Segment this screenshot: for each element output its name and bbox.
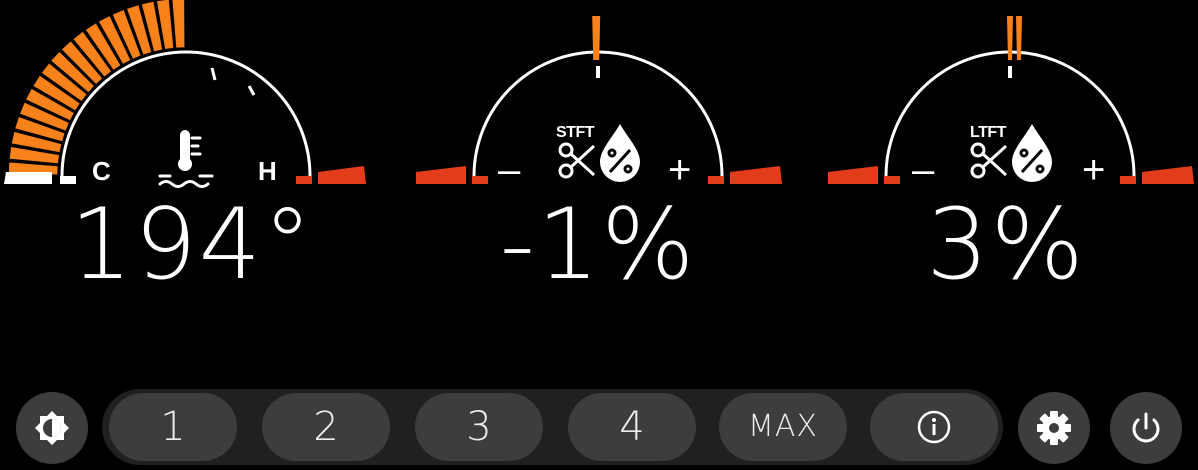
coolant-fill-segment [31,73,82,113]
coolant-fill-segment [24,86,76,123]
brightness-button[interactable] [16,392,88,464]
ltft-high-marker [1120,176,1136,184]
preset-bar [102,389,1003,465]
coolant-fill-segment [155,0,175,51]
preset-4-button[interactable]: 4 [568,393,696,461]
ltft-gauge-graphic [828,16,1194,184]
ltft-needle-bar [1007,16,1013,60]
coolant-gauge-graphic [4,0,366,188]
coolant-fill-segment [59,39,105,86]
info-button[interactable] [870,393,998,461]
coolant-fill-segment [170,0,186,50]
ltft-value: 3% [926,188,1086,302]
ltft-needle-bar [1016,16,1022,60]
hot-zone-block [318,166,366,184]
ltft-plus-label: + [1082,148,1106,192]
stft-high-marker [708,176,724,184]
ltft-needle [1007,16,1022,60]
brightness-icon [35,411,69,445]
coolant-tick [247,85,256,96]
coolant-fill-segment [39,61,89,104]
preset-3-button[interactable]: 3 [415,393,543,461]
preset-2-button[interactable]: 2 [262,393,390,461]
coolant-fill-segment [125,3,154,57]
ltft-high-zone [1142,166,1194,184]
stft-tag: STFT [556,124,595,141]
coolant-gauge: C H 194° [0,0,400,380]
coolant-fill-segment [7,145,61,165]
cold-zone-block [4,172,52,184]
stft-high-zone [730,166,782,184]
stft-gauge-graphic [416,16,782,184]
ltft-low-zone [828,166,878,184]
fuel-trim-icon [558,124,640,182]
coolant-fill-segment [140,0,164,54]
hot-zone-marker [296,176,312,184]
coolant-fill-segments [7,0,186,176]
coolant-fill-segment [49,49,96,95]
ltft-low-marker [884,176,900,184]
stft-minus-label: – [498,148,521,192]
coolant-fill-segment [18,100,71,133]
coolant-temp-icon [158,130,214,188]
coolant-fill-segment [71,29,114,79]
stft-value: -1% [499,188,697,302]
coolant-fill-segment [83,21,123,72]
coolant-fill-segment [96,14,133,66]
coolant-tick [210,67,217,81]
hot-label: H [258,156,277,186]
stft-needle [592,16,601,60]
ltft-gauge: LTFT – + 3% [810,0,1198,380]
coolant-fill-segment [9,130,64,154]
preset-1-button[interactable]: 1 [109,393,237,461]
power-icon [1132,412,1160,443]
coolant-temp-value: 194° [69,188,315,302]
cold-label: C [92,156,111,186]
coolant-fill-segment [13,115,67,144]
cold-zone-marker [60,176,76,184]
coolant-fill-segment [110,8,143,61]
stft-gauge: STFT – + -1% [398,0,798,380]
stft-plus-label: + [668,148,692,192]
info-icon [917,410,951,444]
max-button[interactable]: MAX [719,393,847,461]
coolant-arc [60,50,312,177]
gear-icon [1037,411,1071,445]
settings-button[interactable] [1018,392,1090,464]
fuel-trim-icon [970,124,1052,182]
stft-low-zone [416,166,466,184]
stft-low-marker [472,176,488,184]
power-button[interactable] [1110,392,1182,464]
ltft-minus-label: – [912,148,935,192]
ltft-tag: LTFT [970,124,1006,141]
